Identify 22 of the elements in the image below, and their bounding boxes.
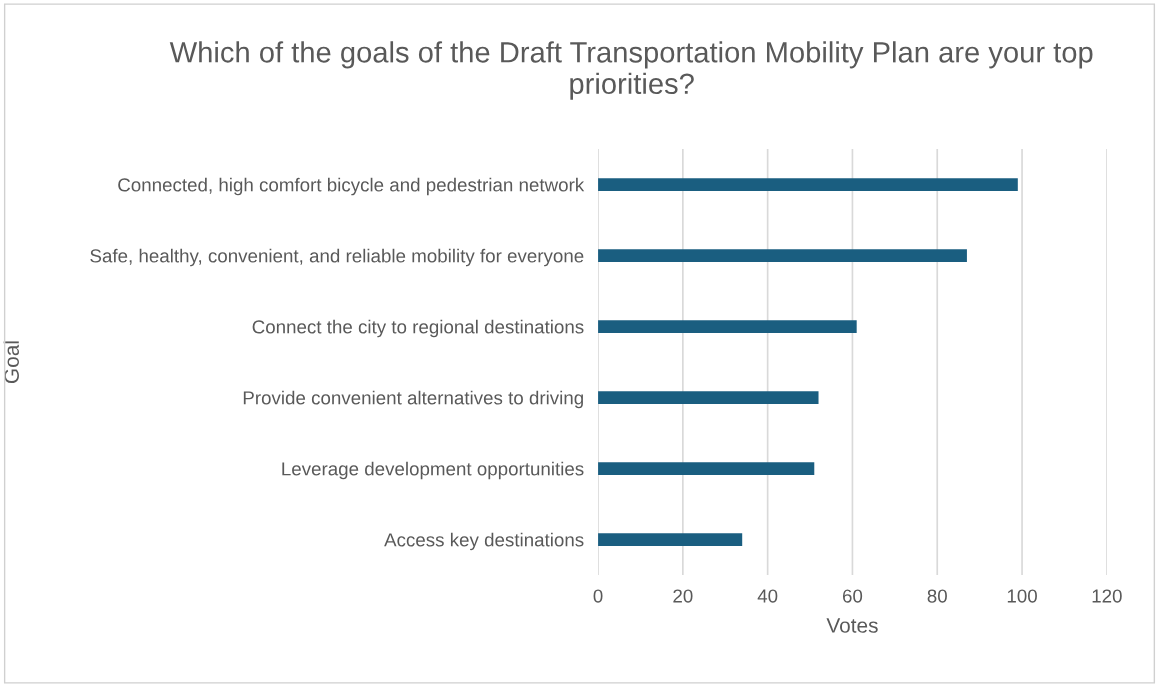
chart-title: Which of the goals of the Draft Transportation Mobility Plan are your top priorities?	[169, 41, 1093, 100]
bar	[598, 178, 1018, 191]
x-axis-title: Votes	[826, 618, 878, 633]
y-tick-label: Safe, healthy, convenient, and reliable mobility for everyone	[90, 248, 584, 267]
bar	[598, 533, 743, 546]
x-tick-label: 0	[593, 589, 603, 603]
x-tick-label: 60	[842, 589, 863, 603]
x-tick-label: 20	[673, 589, 693, 603]
y-tick-label: Connected, high comfort bicycle and pedestrian network	[118, 177, 585, 196]
bar	[598, 391, 819, 404]
y-tick-label: Access key destinations	[384, 532, 584, 551]
y-tick-label: Leverage development opportunities	[282, 461, 584, 480]
x-tick-label: 120	[1092, 589, 1122, 603]
bar	[598, 320, 857, 333]
x-tick-label: 80	[927, 589, 947, 603]
y-axis-title: Goal	[3, 341, 19, 383]
x-tick-label: 40	[757, 589, 778, 603]
bar	[598, 462, 815, 475]
x-tick-label: 100	[1007, 589, 1037, 603]
bar	[598, 249, 967, 262]
y-tick-label: Provide convenient alternatives to driving	[243, 390, 583, 409]
y-tick-label: Connect the city to regional destinations	[252, 319, 584, 338]
